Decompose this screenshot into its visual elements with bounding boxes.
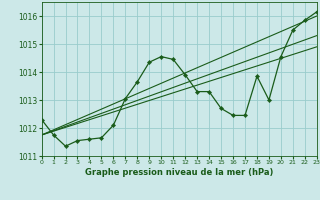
X-axis label: Graphe pression niveau de la mer (hPa): Graphe pression niveau de la mer (hPa): [85, 168, 273, 177]
